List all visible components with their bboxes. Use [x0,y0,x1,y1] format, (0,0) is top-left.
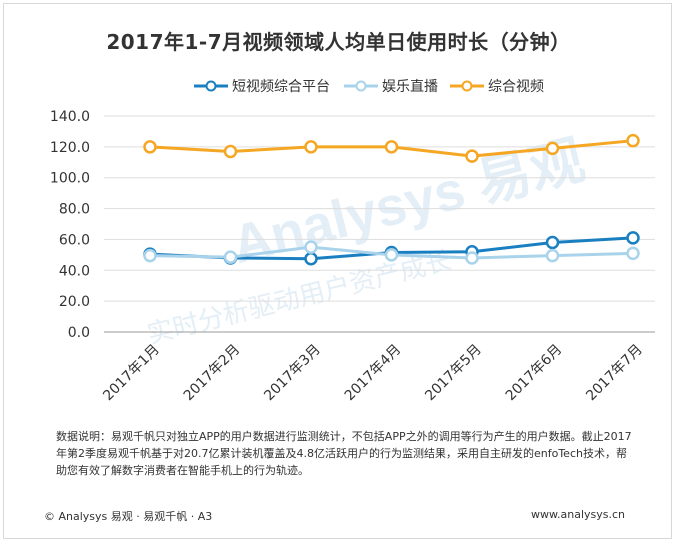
y-tick-label: 40.0 [59,263,90,279]
series-2-point-4 [465,149,479,163]
chart-grid [104,115,655,333]
x-tick-label: 2017年6月 [503,342,566,405]
x-tick-label: 2017年5月 [422,342,485,405]
legend-label-2: 综合视频 [488,79,544,95]
chart-frame [3,3,672,539]
legend-label-0: 短视频综合平台 [232,79,330,95]
series-1-point-6 [626,246,640,261]
data-note: 数据说明：易观千帆只对独立APP的用户数据进行监测统计，不包括APP之外的调用等… [56,430,632,477]
legend-item-2: 综合视频 [450,76,544,96]
series-1-point-4 [465,251,479,265]
series-2-point-1 [223,144,238,159]
series-2-point-6 [626,133,640,148]
x-tick-label: 2017年2月 [181,342,244,405]
footer-copyright: © Analysys 易观 · 易观千帆 · A3 [44,510,213,523]
legend-label-1: 娱乐直播 [382,79,438,95]
series-1-point-0 [143,248,157,263]
chart-legend: 短视频综合平台 娱乐直播 综合视频 [0,76,677,96]
legend-swatch-0 [194,79,228,93]
y-tick-label: 120.0 [50,140,90,156]
series-0-point-5 [545,235,560,250]
footer-url: www.analysys.cn [531,508,625,521]
series-0-point-6 [626,231,640,245]
chart-series [143,133,640,266]
chart-title: 2017年1-7月视频领域人均单日使用时长（分钟） [106,30,571,54]
y-tick-label: 0.0 [68,325,90,341]
legend-swatch-2 [450,79,484,93]
legend-swatch-1 [344,79,378,93]
y-tick-label: 140.0 [50,109,90,125]
y-tick-label: 20.0 [59,294,90,310]
watermark-sub: 实时分析驱动用户资产成长 [144,246,454,351]
y-tick-label: 60.0 [59,232,90,248]
x-tick-label: 2017年3月 [261,342,324,405]
x-tick-label: 2017年4月 [342,342,405,405]
series-2-point-5 [545,141,560,156]
series-2-point-3 [384,140,399,154]
series-2-point-2 [304,140,318,154]
y-tick-label: 100.0 [50,171,90,187]
series-1-point-3 [384,248,399,262]
legend-item-1: 娱乐直播 [344,76,438,96]
y-tick-label: 80.0 [59,202,90,218]
x-tick-label: 2017年7月 [583,342,646,405]
series-1-point-2 [304,240,318,254]
x-tick-label: 2017年1月 [100,342,163,405]
legend-item-0: 短视频综合平台 [194,76,330,96]
series-2-point-0 [143,140,157,154]
series-0-point-2 [304,251,318,266]
series-1-point-1 [223,250,238,264]
series-1-point-5 [545,248,560,263]
